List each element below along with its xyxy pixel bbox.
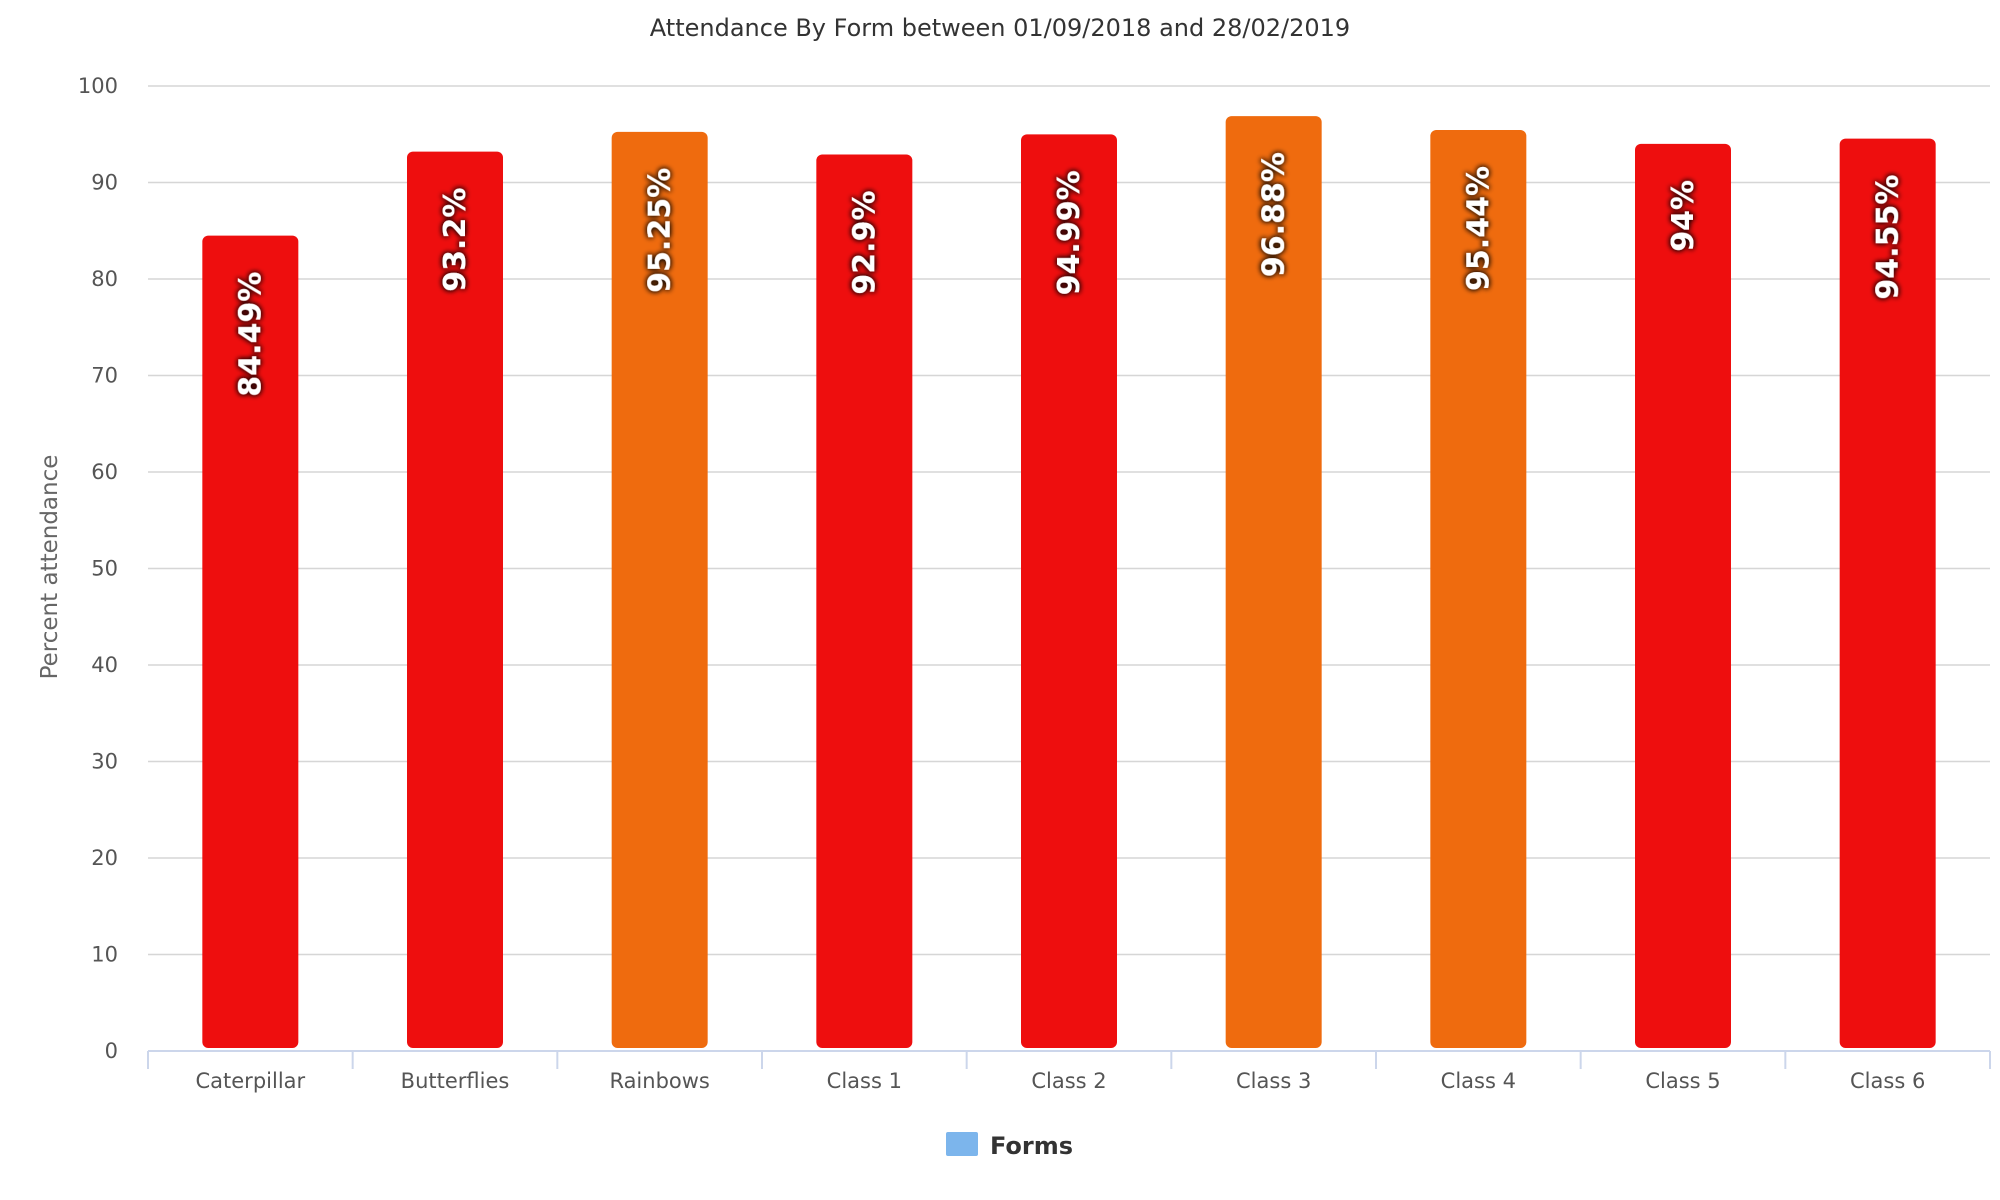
data-label: 95.44% [1461,166,1496,291]
data-label: 95.25% [643,168,678,293]
x-tick-label: Caterpillar [196,1069,306,1093]
x-tick-label: Class 1 [827,1069,902,1093]
bar[interactable] [202,235,299,1048]
bar[interactable] [1225,116,1322,1048]
y-tick-label: 70 [91,364,118,388]
y-tick-label: 0 [105,1039,118,1063]
data-label: 84.49% [233,272,268,397]
y-tick-label: 30 [91,750,118,774]
y-tick-label: 50 [91,557,118,581]
y-tick-label: 60 [91,460,118,484]
bar[interactable] [1021,134,1117,1048]
x-tick-label: Class 2 [1031,1069,1106,1093]
bar[interactable] [816,154,913,1048]
bar[interactable] [611,131,708,1048]
bars [202,116,1936,1048]
data-label: 93.2% [438,188,473,292]
legend[interactable]: Forms [946,1132,1073,1160]
y-tick-label: 20 [91,846,118,870]
x-tick-label: Rainbows [609,1069,709,1093]
x-tick-label: Class 3 [1236,1069,1311,1093]
x-tick-label: Class 6 [1850,1069,1925,1093]
data-labels: 84.49% 93.2% 95.25% 92.9% 94.99% 96.88% 95.44%… [233,152,1905,397]
bar[interactable] [1839,138,1936,1048]
bar[interactable] [1430,130,1527,1048]
bar[interactable] [1635,143,1731,1048]
data-label: 94% [1666,180,1701,252]
x-tick-label: Class 5 [1645,1069,1720,1093]
x-tick-label: Butterflies [401,1069,510,1093]
y-tick-label: 10 [91,943,118,967]
y-axis-ticks: 0 10 20 30 40 50 60 70 80 90 100 [78,74,118,1063]
data-label: 96.88% [1257,152,1292,277]
bar[interactable] [407,151,503,1048]
y-axis-label: Percent attendance [37,455,63,680]
x-tick-label: Class 4 [1441,1069,1516,1093]
y-tick-label: 80 [91,267,118,291]
legend-label[interactable]: Forms [990,1132,1073,1160]
y-tick-label: 40 [91,653,118,677]
data-label: 92.9% [847,191,882,295]
data-label: 94.55% [1871,175,1906,300]
y-tick-label: 90 [91,171,118,195]
x-axis: Caterpillar Butterflies Rainbows Class 1 Cla… [147,1050,1991,1093]
legend-swatch[interactable] [946,1132,978,1156]
chart-title: Attendance By Form between 01/09/2018 an… [650,14,1350,42]
y-tick-label: 100 [78,74,118,98]
data-label: 94.99% [1052,170,1087,295]
